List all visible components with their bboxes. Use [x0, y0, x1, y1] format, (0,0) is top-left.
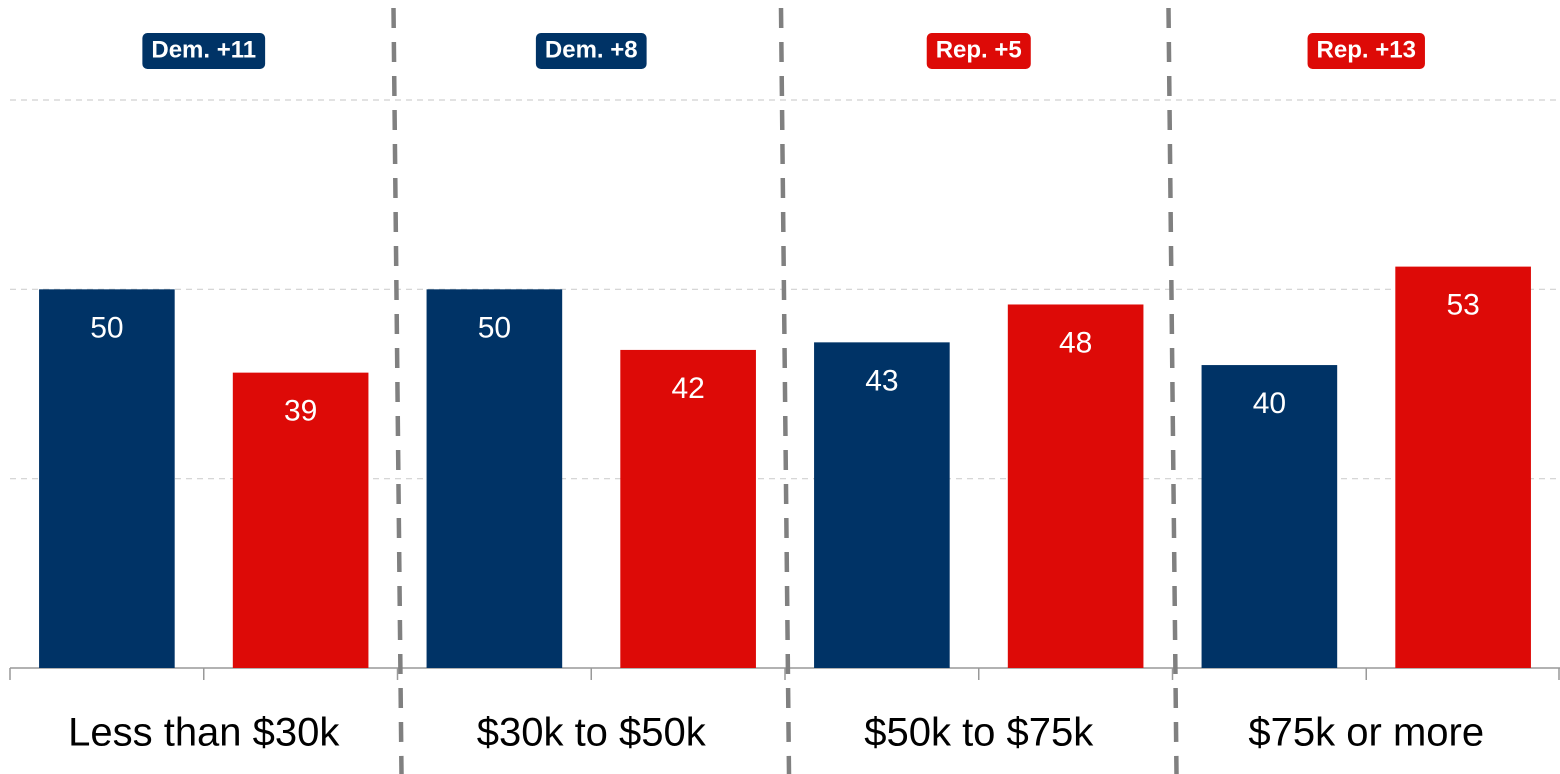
margin-badge-text: Dem. +11 [151, 36, 256, 63]
group-divider [391, 7, 404, 774]
margin-badge [535, 33, 647, 69]
margin-badge-text: Dem. +8 [545, 36, 638, 63]
value-label: 42 [671, 372, 704, 405]
value-label: 40 [1253, 387, 1286, 420]
bar [39, 289, 175, 668]
margin-badge [1307, 33, 1425, 69]
margin-badge [142, 33, 266, 69]
value-label: 48 [1059, 326, 1092, 359]
category-label: $50k to $75k [864, 711, 1094, 755]
bar [814, 342, 950, 668]
group-divider [1166, 7, 1179, 774]
bar [1395, 266, 1531, 668]
value-label: 39 [284, 395, 317, 428]
value-label: 50 [90, 311, 123, 344]
group-divider [778, 7, 792, 774]
margin-badge-text: Rep. +13 [1317, 36, 1416, 63]
value-label: 43 [865, 364, 898, 397]
bar [232, 372, 369, 668]
value-label: 53 [1446, 289, 1479, 322]
value-label: 50 [478, 311, 511, 344]
category-label: $75k or more [1248, 711, 1484, 755]
margin-badge-text: Rep. +5 [936, 36, 1022, 63]
bar [1201, 365, 1338, 668]
category-label: Less than $30k [68, 711, 340, 755]
bar [426, 289, 563, 668]
bar [1007, 304, 1144, 668]
bar [620, 349, 756, 668]
category-label: $30k to $50k [477, 711, 707, 755]
margin-badge [926, 33, 1031, 69]
